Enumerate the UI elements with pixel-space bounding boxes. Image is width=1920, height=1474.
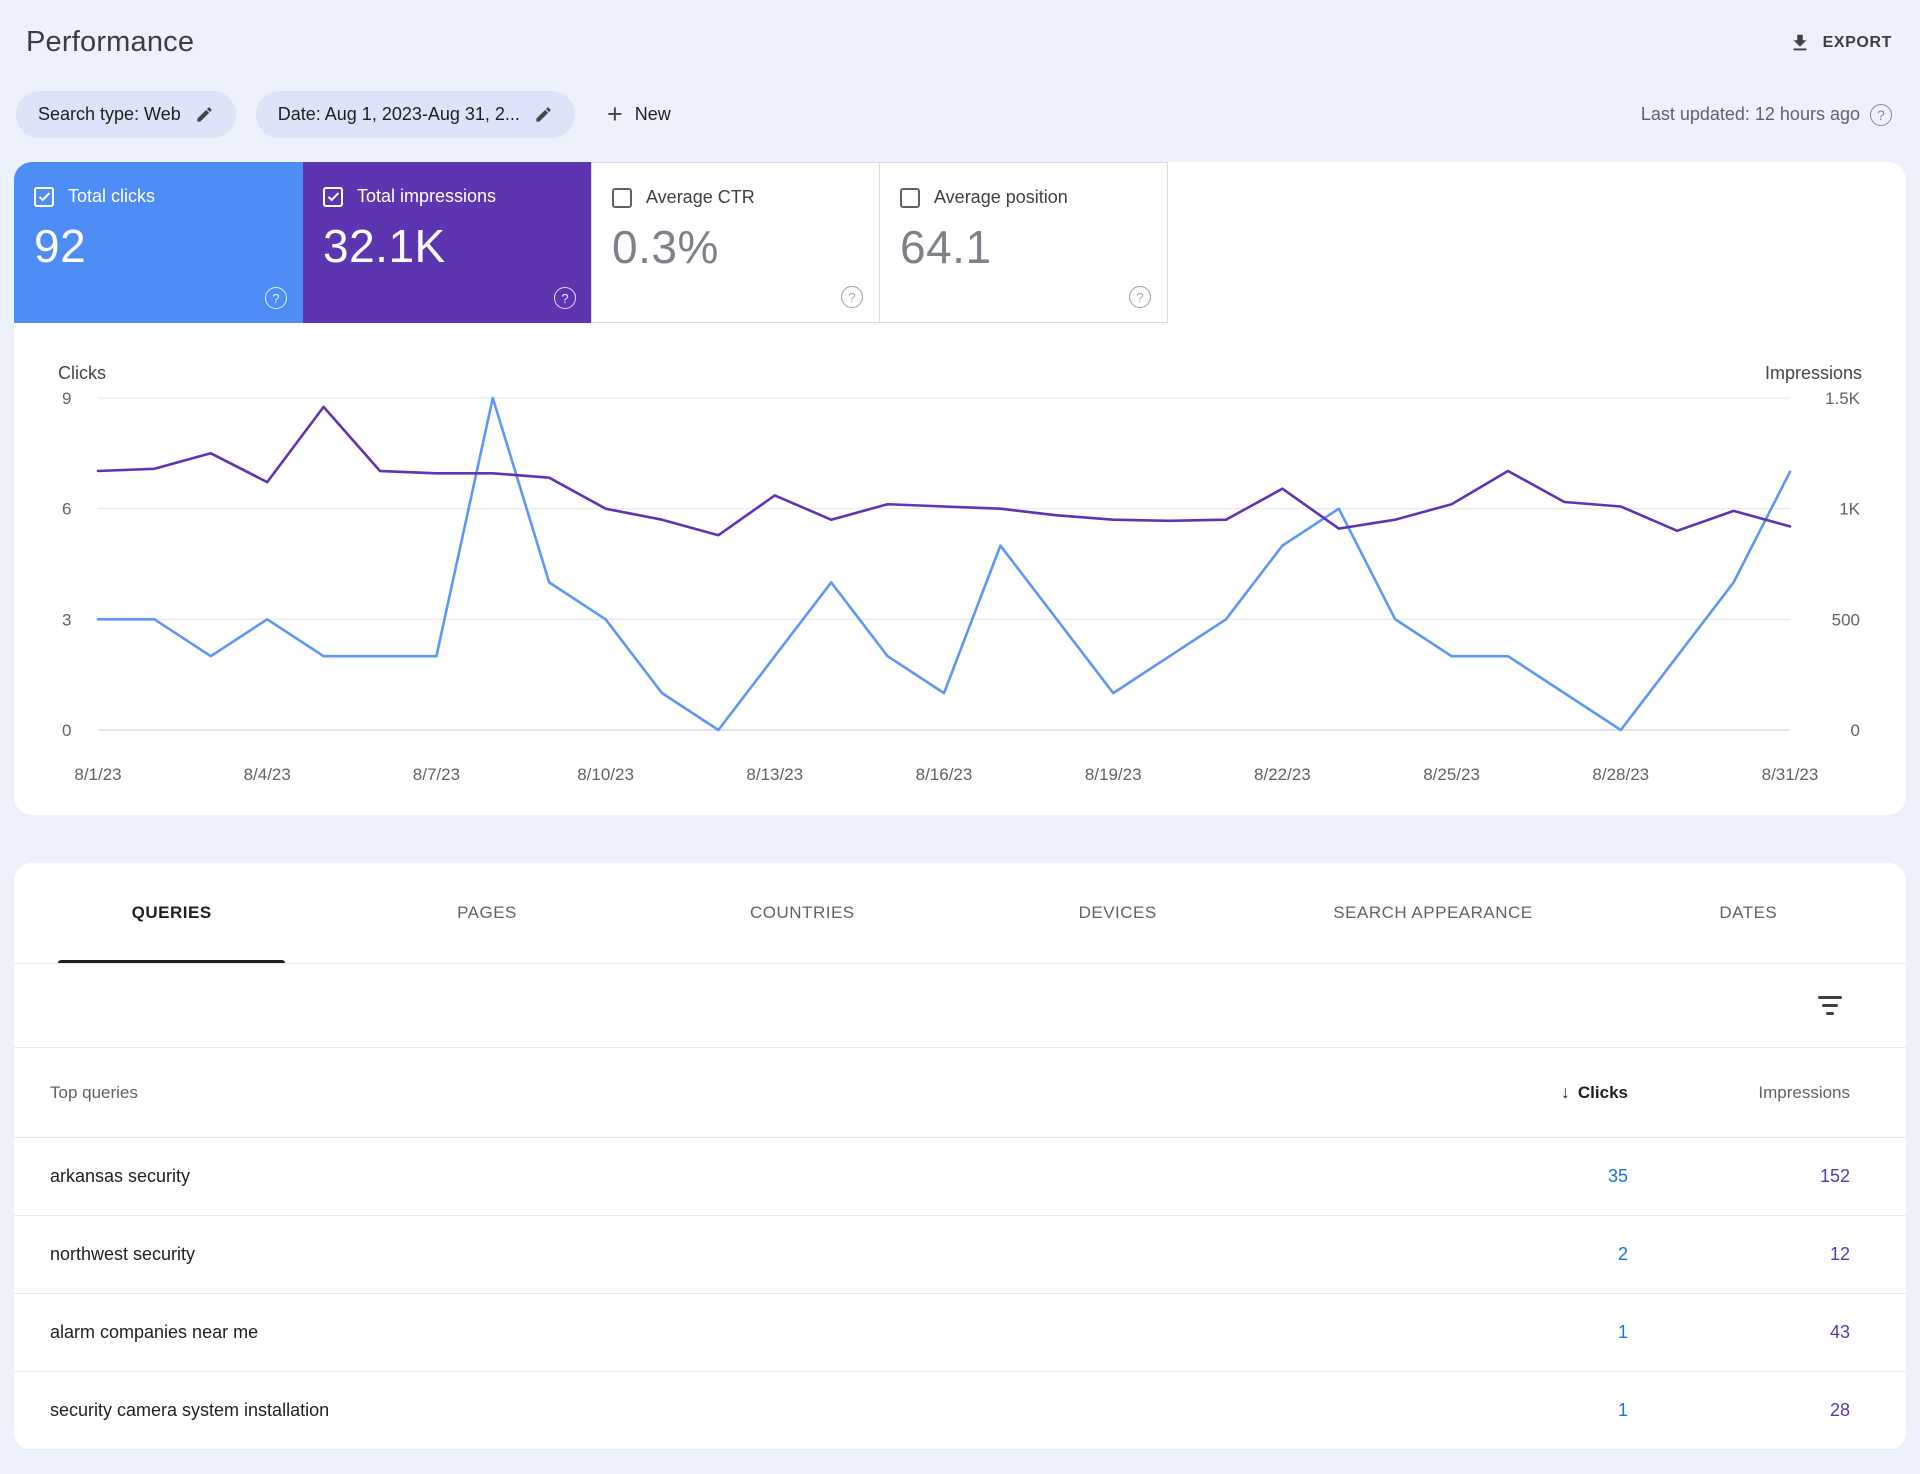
- sort-descending-icon: ↓: [1560, 1082, 1570, 1102]
- metric-label: Average position: [934, 187, 1068, 207]
- checkbox-checked-icon[interactable]: [323, 186, 343, 207]
- svg-text:1.5K: 1.5K: [1825, 389, 1860, 408]
- export-button[interactable]: EXPORT: [1789, 32, 1892, 54]
- left-axis-title: Clicks: [58, 363, 106, 383]
- date-range-chip[interactable]: Date: Aug 1, 2023-Aug 31, 2...: [255, 91, 575, 138]
- clicks-column-header[interactable]: ↓ Clicks: [1418, 1082, 1628, 1103]
- chart-area: Clicks Impressions 0 3 6 9 0 500 1K 1.5K 8/1/23 8…: [14, 323, 1906, 791]
- checkbox-checked-icon[interactable]: [34, 186, 54, 207]
- plus-icon: +: [606, 99, 623, 129]
- svg-text:9: 9: [62, 389, 71, 408]
- export-label: EXPORT: [1822, 33, 1892, 51]
- search-type-chip[interactable]: Search type: Web: [16, 91, 236, 138]
- filter-bar: Search type: Web Date: Aug 1, 2023-Aug 3…: [0, 73, 1920, 160]
- svg-text:8/16/23: 8/16/23: [916, 765, 973, 784]
- right-axis-title: Impressions: [1764, 363, 1862, 383]
- metric-label: Average CTR: [646, 187, 755, 207]
- metric-value: 32.1K: [323, 220, 446, 272]
- top-queries-column-header: Top queries: [50, 1082, 138, 1102]
- impressions-cell: 152: [1819, 1166, 1850, 1186]
- table-row[interactable]: alarm companies near me 1 43: [14, 1294, 1906, 1372]
- svg-text:8/10/23: 8/10/23: [577, 765, 634, 784]
- metric-label: Total impressions: [357, 186, 497, 206]
- tab-countries[interactable]: COUNTRIES: [750, 903, 855, 922]
- query-cell[interactable]: arkansas security: [50, 1166, 191, 1186]
- metric-card-total-clicks[interactable]: Total clicks 92 ?: [14, 162, 303, 323]
- svg-text:1K: 1K: [1839, 500, 1860, 519]
- svg-text:0: 0: [1851, 721, 1860, 740]
- metric-value: 0.3%: [612, 221, 719, 273]
- impressions-cell: 28: [1829, 1400, 1850, 1420]
- last-updated: Last updated: 12 hours ago ?: [1640, 103, 1892, 126]
- clicks-column-label: Clicks: [1577, 1082, 1628, 1102]
- svg-text:500: 500: [1832, 610, 1860, 629]
- metric-label: Total clicks: [68, 186, 156, 206]
- table-header-row: Top queries ↓ Clicks Impressions: [14, 1048, 1906, 1138]
- page-title: Performance: [26, 26, 195, 58]
- download-icon: [1789, 32, 1811, 54]
- clicks-cell: 1: [1617, 1322, 1628, 1342]
- tab-devices[interactable]: DEVICES: [1078, 903, 1157, 922]
- dimensions-panel: QUERIES PAGES COUNTRIES DEVICES SEARCH A…: [14, 863, 1906, 1450]
- clicks-cell: 35: [1607, 1166, 1628, 1186]
- help-icon[interactable]: ?: [1129, 286, 1151, 308]
- svg-text:8/31/23: 8/31/23: [1762, 765, 1819, 784]
- table-toolbar: [14, 964, 1906, 1048]
- help-icon[interactable]: ?: [265, 287, 287, 309]
- help-icon[interactable]: ?: [841, 286, 863, 308]
- help-icon[interactable]: ?: [1870, 103, 1892, 126]
- dimension-tabs: QUERIES PAGES COUNTRIES DEVICES SEARCH A…: [14, 863, 1906, 964]
- checkbox-unchecked-icon[interactable]: [612, 187, 632, 208]
- svg-text:8/25/23: 8/25/23: [1423, 765, 1480, 784]
- filter-table-icon[interactable]: [1812, 990, 1848, 1021]
- new-filter-button[interactable]: + New: [595, 101, 683, 128]
- svg-text:8/4/23: 8/4/23: [244, 765, 291, 784]
- metric-card-average-ctr[interactable]: Average CTR 0.3% ?: [591, 162, 880, 323]
- performance-chart[interactable]: 0 3 6 9 0 500 1K 1.5K 8/1/23 8/4/23 8/7/23 8/10/23 8…: [58, 388, 1862, 791]
- metric-value: 64.1: [900, 221, 992, 273]
- date-range-chip-label: Date: Aug 1, 2023-Aug 31, 2...: [277, 104, 520, 124]
- impressions-cell: 12: [1829, 1244, 1850, 1264]
- table-row[interactable]: northwest security 2 12: [14, 1216, 1906, 1294]
- svg-text:8/7/23: 8/7/23: [413, 765, 460, 784]
- top-bar: Performance EXPORT: [0, 0, 1920, 73]
- svg-text:0: 0: [62, 721, 71, 740]
- performance-panel: Total clicks 92 ? Total impressions 32.1…: [14, 162, 1906, 815]
- metric-value: 92: [34, 220, 87, 272]
- metric-card-total-impressions[interactable]: Total impressions 32.1K ?: [303, 162, 592, 323]
- impressions-column-header[interactable]: Impressions: [1758, 1082, 1850, 1102]
- svg-text:8/13/23: 8/13/23: [746, 765, 803, 784]
- table-body: arkansas security 35 152 northwest security…: [14, 1138, 1906, 1450]
- clicks-cell: 2: [1617, 1244, 1628, 1264]
- svg-text:6: 6: [62, 500, 71, 519]
- tab-pages[interactable]: PAGES: [457, 903, 517, 922]
- table-row[interactable]: arkansas security 35 152: [14, 1138, 1906, 1216]
- query-cell[interactable]: alarm companies near me: [50, 1322, 259, 1342]
- metric-cards: Total clicks 92 ? Total impressions 32.1…: [14, 162, 1906, 323]
- table-row[interactable]: security camera system installation 1 28: [14, 1372, 1906, 1450]
- svg-text:8/28/23: 8/28/23: [1592, 765, 1649, 784]
- tab-queries[interactable]: QUERIES: [14, 863, 329, 963]
- svg-text:8/22/23: 8/22/23: [1254, 765, 1311, 784]
- query-cell[interactable]: northwest security: [50, 1244, 196, 1264]
- svg-text:3: 3: [62, 610, 71, 629]
- query-cell[interactable]: security camera system installation: [50, 1400, 330, 1420]
- tab-search-appearance[interactable]: SEARCH APPEARANCE: [1333, 903, 1533, 922]
- svg-text:8/19/23: 8/19/23: [1085, 765, 1142, 784]
- edit-icon: [534, 105, 553, 124]
- clicks-cell: 1: [1617, 1400, 1628, 1420]
- last-updated-text: Last updated: 12 hours ago: [1640, 104, 1860, 124]
- svg-text:8/1/23: 8/1/23: [74, 765, 121, 784]
- impressions-cell: 43: [1829, 1322, 1850, 1342]
- edit-icon: [195, 105, 214, 124]
- new-filter-label: New: [634, 104, 671, 124]
- checkbox-unchecked-icon[interactable]: [900, 187, 920, 208]
- tab-dates[interactable]: DATES: [1719, 903, 1778, 922]
- help-icon[interactable]: ?: [554, 287, 576, 309]
- search-type-chip-label: Search type: Web: [38, 104, 181, 124]
- metric-card-average-position[interactable]: Average position 64.1 ?: [879, 162, 1168, 323]
